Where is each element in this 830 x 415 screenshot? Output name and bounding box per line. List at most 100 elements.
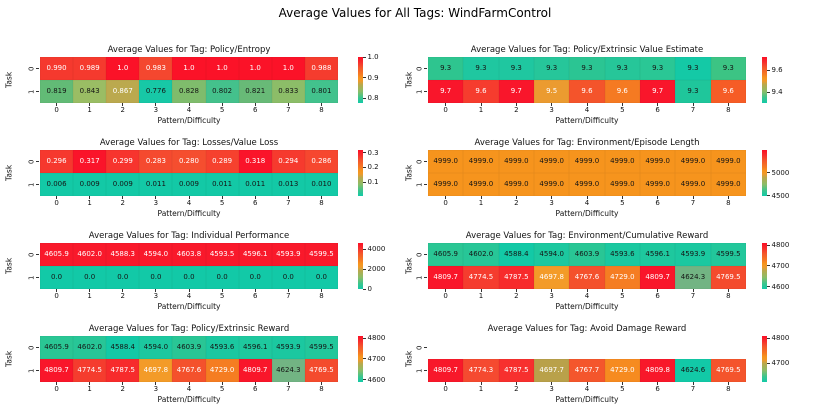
heatmap-cell: 4999.0 (428, 150, 464, 173)
x-tick-label: 4 (186, 199, 192, 207)
heatmap-cell: 4999.0 (533, 173, 570, 196)
heatmap-cell: 9.7 (639, 80, 676, 103)
heatmap-cell: 4697.8 (533, 266, 570, 289)
x-tick-mark (155, 103, 157, 106)
heatmap: 4605.9 4602.0 4588.3 4594.0 4603.8 4593.5 4596… (40, 243, 338, 289)
heatmap-cell: 4999.0 (604, 173, 640, 196)
x-tick-mark (551, 196, 553, 199)
x-tick-label: 7 (286, 199, 291, 207)
x-tick-label: 4 (584, 385, 590, 393)
colorbar-tick-mark (362, 97, 366, 99)
colorbar-tick-label: 4700 (771, 261, 790, 270)
heatmap-cell: 4999.0 (498, 150, 534, 173)
colorbar-tick-mark (362, 166, 366, 168)
y-tick-mark (424, 161, 427, 162)
heatmap: 9.3 9.3 9.3 9.3 9.3 9.3 9.3 9.3 9.3 9.7 9.6 9.7 9.5 9… (428, 57, 746, 103)
y-axis-label: Task (404, 164, 414, 182)
heatmap-cell: 4624.6 (675, 359, 711, 382)
heatmap-cell: 4596.1 (639, 243, 676, 266)
x-tick-label: 6 (655, 385, 660, 393)
heatmap-cell: 0.0 (139, 266, 173, 289)
x-tick-label: 8 (726, 106, 731, 114)
heatmap: 4999.0 4999.0 4999.0 4999.0 4999.0 4999.0 4999… (428, 150, 746, 196)
heatmap-cell: 0.801 (304, 80, 338, 103)
y-tick-mark (424, 91, 427, 92)
x-axis-label: Pattern/Difficulty (157, 116, 221, 125)
x-tick-mark (586, 289, 588, 292)
heatmap: 4809.7 4774.3 4787.5 4697.7 4767.7 4729.0 4809… (428, 336, 746, 382)
y-axis-label: Task (4, 257, 14, 275)
colorbar-tick-mark (362, 248, 366, 250)
y-axis-label: Task (4, 164, 14, 182)
heatmap-cell: 4599.5 (710, 243, 746, 266)
heatmap-cell: 4605.9 (428, 243, 464, 266)
x-tick-mark (89, 382, 91, 385)
y-tick-mark (424, 370, 427, 371)
heatmap-cell: 4602.0 (73, 243, 107, 266)
heatmap-cell: 0.989 (73, 57, 107, 80)
x-tick-label: 8 (726, 385, 731, 393)
y-axis-label: Task (4, 71, 14, 89)
y-tick-mark (36, 254, 39, 255)
heatmap-cell: 4999.0 (675, 150, 711, 173)
x-tick-label: 1 (478, 292, 484, 300)
heatmap-cell: 9.6 (710, 80, 746, 103)
heatmap-cell: 4999.0 (604, 150, 640, 173)
colorbar-tick-mark (766, 195, 770, 197)
x-tick-label: 6 (252, 385, 258, 393)
colorbar-tick-mark (362, 358, 366, 360)
x-tick-label: 3 (153, 199, 159, 207)
heatmap-cell: 4787.5 (498, 359, 534, 382)
x-tick-label: 6 (655, 199, 660, 207)
heatmap-cell: 9.3 (533, 57, 570, 80)
x-tick-mark (551, 103, 553, 106)
heatmap-cell: 4809.7 (428, 359, 464, 382)
heatmap-cell: 4594.0 (139, 243, 173, 266)
heatmap-cell: 4999.0 (498, 173, 534, 196)
x-tick-mark (515, 382, 517, 385)
heatmap-cell: 9.3 (463, 57, 499, 80)
heatmap-cell: 4624.3 (271, 359, 305, 382)
heatmap-cell: 4603.9 (172, 336, 206, 359)
x-tick-mark (480, 289, 482, 292)
x-tick-mark (657, 196, 659, 199)
heatmap-cell: 4809.7 (40, 359, 74, 382)
x-tick-mark (692, 382, 694, 385)
y-axis-label: Task (404, 257, 414, 275)
y-tick-mark (36, 184, 39, 185)
heatmap-cell: 0.318 (238, 150, 272, 173)
heatmap-cell (640, 336, 675, 359)
heatmap-cell: 1.0 (172, 57, 206, 80)
heatmap-cell: 0.009 (106, 173, 140, 196)
heatmap-cell: 4593.6 (604, 243, 640, 266)
subplot-title: Average Values for Tag: Policy/Extrinsic… (88, 324, 290, 334)
heatmap-cell: 4593.6 (205, 336, 239, 359)
x-tick-mark (56, 382, 58, 385)
heatmap: 0.990 0.989 1.0 0.983 1.0 1.0 1.0 1.0 0.988 0.819… (40, 57, 338, 103)
heatmap-cell: 4605.9 (40, 243, 74, 266)
x-tick-label: 2 (514, 199, 519, 207)
subplot-environment-episode-length: Average Values for Tag: Environment/Epis… (400, 131, 830, 224)
heatmap-cell: 0.0 (304, 266, 338, 289)
subplot-losses-value-loss: Average Values for Tag: Losses/Value Los… (0, 131, 430, 224)
colorbar-tick-mark (766, 91, 770, 93)
x-tick-label: 7 (286, 292, 291, 300)
heatmap-cell: 0.011 (238, 173, 272, 196)
x-tick-mark (221, 103, 223, 106)
x-tick-label: 2 (120, 199, 125, 207)
x-tick-mark (320, 103, 322, 106)
x-tick-mark (445, 196, 447, 199)
heatmap-cell: 4769.5 (710, 359, 746, 382)
heatmap-cell: 4588.4 (498, 243, 534, 266)
y-tick-mark (424, 347, 427, 348)
heatmap-cell: 9.3 (675, 80, 711, 103)
colorbar-tick-mark (766, 172, 770, 174)
x-tick-mark (122, 382, 124, 385)
x-tick-mark (254, 103, 256, 106)
x-tick-label: 6 (252, 292, 258, 300)
y-tick-label: 1 (415, 275, 424, 280)
heatmap-cell: 0.296 (40, 150, 74, 173)
heatmap-cell: 0.289 (205, 150, 239, 173)
x-tick-mark (657, 382, 659, 385)
colorbar-tick-mark (766, 337, 770, 339)
